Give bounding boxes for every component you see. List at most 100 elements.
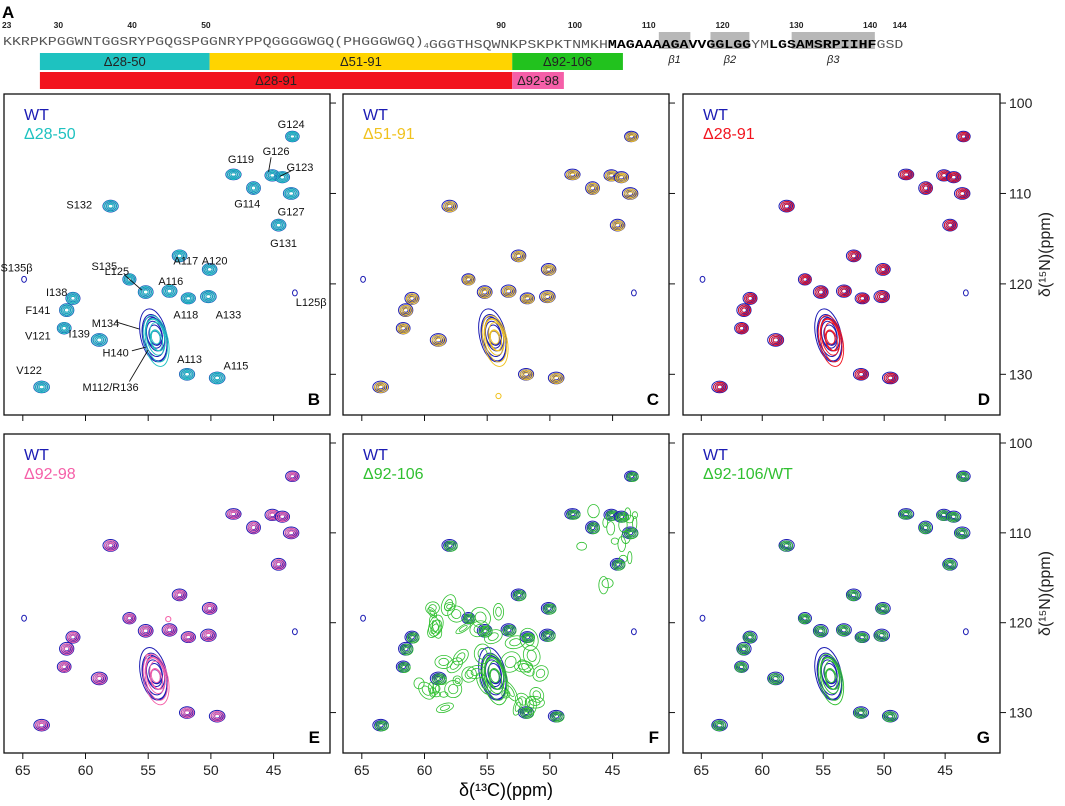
overlay-peak-G114 [246, 181, 261, 195]
deletion-label-Δ51-91: Δ51-91 [340, 54, 382, 69]
overlay-peak-I139 [431, 334, 446, 347]
overlay-peak-A115 [883, 372, 898, 384]
overlay-peak-A133 [874, 630, 889, 642]
deletion-bar-Δ92-106 [512, 53, 623, 70]
panel-letter-E: E [309, 728, 320, 747]
overlay-peak-A118 [181, 292, 196, 304]
overlay-peak-G123 [275, 171, 290, 183]
x-tick-label: 45 [937, 762, 953, 778]
overlay-peak-S132 [779, 540, 794, 552]
overlay-peak-V121 [57, 322, 72, 335]
x-tick-label: 60 [754, 762, 770, 778]
peak-label-L125β: L125β [296, 297, 327, 309]
legend-entry-reference: WT [363, 447, 388, 464]
overlay-peak-A117 [512, 251, 526, 262]
residue-number-40: 40 [127, 20, 137, 30]
overlay-peak-S135 [799, 274, 812, 285]
panel-letter-G: G [977, 728, 990, 747]
overlay-peak-G124 [286, 471, 299, 482]
panel-letter-D: D [978, 390, 990, 409]
overlay-peak-V121 [58, 661, 71, 673]
legend-entry-overlay: Δ92-106 [363, 466, 424, 483]
overlay-peak-G131 [942, 559, 957, 571]
overlay-peak-L125 [138, 285, 154, 299]
residue-number-144: 144 [893, 20, 907, 30]
x-tick-label: 55 [479, 762, 495, 778]
overlay-peak-A116 [502, 286, 516, 298]
overlay-extra-peak [495, 392, 502, 400]
legend-entry-reference: WT [703, 107, 728, 124]
overlay-peak-S135 [462, 274, 475, 286]
overlay-peak-G114 [918, 522, 932, 534]
overlay-peak-G123 [615, 512, 630, 523]
overlay-peak-G114 [919, 182, 933, 195]
overlay-peak-G119 [566, 509, 581, 520]
overlay-peak-V122 [34, 720, 49, 731]
residue-number-30: 30 [54, 20, 64, 30]
overlay-peak-S132 [443, 540, 458, 552]
y-tick-label: 100 [1009, 435, 1033, 451]
spectrum-panel-D: 100 110 120 130 δ(¹⁵N)(ppm) D WT Δ28-91 [682, 93, 1054, 421]
overlay-peak-A116 [837, 285, 852, 298]
legend-entry-reference: WT [703, 447, 728, 464]
overlay-peak-A133 [201, 629, 216, 642]
wt-peak-S135b [21, 275, 27, 283]
y-axis-label: δ(¹⁵N)(ppm) [1037, 212, 1054, 297]
overlay-peak-V122 [713, 381, 728, 393]
peak-label-A118: A118 [173, 310, 198, 322]
overlay-peak-S132 [780, 200, 795, 212]
peak-label-V122: V122 [16, 365, 42, 377]
overlay-peak-V121 [735, 323, 749, 334]
diffuse-overlay-signals [413, 504, 638, 716]
overlay-peak-A116 [162, 284, 178, 298]
peak-label-M134: M134 [92, 318, 120, 330]
peak-label-A116: A116 [158, 276, 183, 288]
overlay-peak-A117 [846, 589, 860, 601]
overlay-peak-A113 [854, 369, 869, 380]
legend-entry-overlay: Δ51-91 [363, 126, 415, 143]
wt-peak-L125b [962, 289, 969, 297]
x-tick-label: 50 [876, 762, 892, 778]
overlay-peak-G127 [623, 188, 638, 200]
legend-entry-overlay: Δ92-106/WT [703, 466, 793, 483]
strand-label-β1: β1 [667, 54, 680, 66]
x-tick-label: 55 [815, 762, 831, 778]
wt-peak-L125b [962, 628, 969, 636]
overlay-peak-A117 [173, 589, 187, 601]
overlay-peak-I139 [91, 333, 108, 347]
residue-number-110: 110 [642, 20, 656, 30]
peak-label-I139: I139 [69, 329, 90, 341]
peak-label-leader [128, 349, 149, 382]
deletion-label-Δ28-91: Δ28-91 [255, 73, 297, 88]
overlay-peak-S132 [102, 200, 119, 213]
strand-label-β2: β2 [723, 54, 736, 66]
overlay-peak-L125 [813, 625, 828, 638]
protein-sequence: KKRPKPGGWNTGGSRYPGQGSPGGNRYPPQGGGGWGQ(PH… [3, 35, 903, 52]
overlay-peak-G127 [284, 527, 299, 539]
overlay-peak-G131 [272, 559, 286, 571]
wt-peak-L125b [291, 289, 298, 297]
overlay-peak-A115 [882, 711, 897, 723]
peak-label-A117: A117 [173, 255, 198, 267]
peak-label-A113: A113 [177, 354, 202, 366]
peak-label-S132: S132 [66, 199, 92, 211]
peak-label-A120: A120 [202, 255, 228, 267]
overlay-peak-A118 [855, 632, 869, 643]
overlay-peak-cluster [142, 315, 170, 367]
x-tick-label: 45 [266, 762, 282, 778]
overlay-peak-A115 [210, 711, 225, 722]
overlay-peak-G124 [626, 472, 639, 482]
overlay-peak-G119 [899, 169, 914, 180]
overlay-peak-A113 [519, 369, 534, 381]
peak-label-H140: H140 [102, 348, 128, 360]
x-tick-label: 55 [140, 762, 156, 778]
residue-number-120: 120 [715, 20, 729, 30]
spectrum-panel-F: 65 60 55 50 45 F WT Δ92-106 [342, 433, 675, 778]
panel-a-letter: A [2, 3, 14, 22]
overlay-peak-G123 [946, 512, 960, 523]
strand-label-β3: β3 [826, 54, 840, 66]
overlay-peak-G114 [586, 182, 600, 195]
spectrum-panel-C: C WT Δ51-91 [342, 93, 675, 421]
